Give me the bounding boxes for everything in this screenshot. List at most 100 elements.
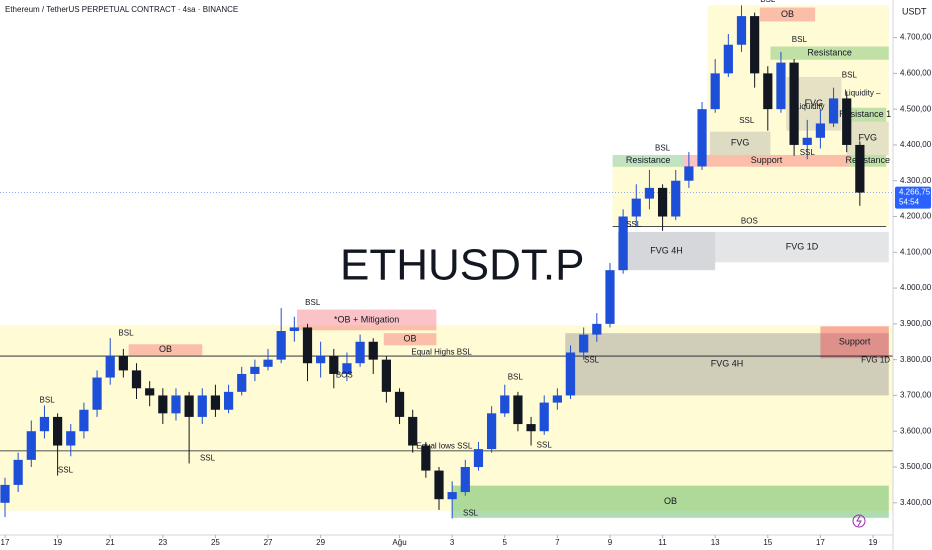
zone [128, 344, 203, 356]
zone-label: OB [781, 9, 794, 19]
zone [715, 231, 889, 263]
y-tick-label: 4.400,00 [900, 140, 932, 149]
y-tick-label: 4.700,00 [900, 33, 932, 42]
chart-title: Ethereum / TetherUS PERPETUAL CONTRACT ·… [5, 5, 238, 14]
candle-body [434, 470, 444, 500]
candle-body [158, 395, 168, 414]
zone [770, 46, 889, 60]
zone [759, 7, 816, 22]
y-tick-label: 4.500,00 [900, 104, 932, 113]
alert-icon[interactable] [852, 514, 866, 528]
countdown: 54:54 [899, 198, 920, 207]
candle-body [460, 467, 470, 493]
candle-body [513, 395, 523, 425]
annotation: BOS [336, 371, 353, 380]
candle-body [592, 323, 602, 335]
zone-label: FVG 4H [650, 245, 683, 255]
zone [452, 485, 889, 518]
annotation: SSL [463, 509, 479, 518]
zone-label: FVG 4H [711, 359, 744, 369]
zone [296, 309, 437, 331]
x-tick-label: 17 [816, 538, 825, 547]
y-tick-label: 4.200,00 [900, 212, 932, 221]
candle-body [750, 16, 760, 74]
candle-body [644, 187, 655, 199]
y-tick-label: 3.800,00 [900, 355, 932, 364]
candle-body [184, 395, 194, 417]
candle-body [815, 123, 826, 138]
candle-body [381, 359, 391, 392]
candle-body [394, 391, 405, 417]
candle-body [342, 363, 352, 374]
candle-body [66, 431, 76, 446]
zone-label: OB [664, 496, 677, 506]
candle-body [118, 356, 128, 371]
candle-body [605, 270, 615, 324]
candle-body [618, 216, 628, 271]
annotation: SSL [739, 116, 755, 125]
annotation: SSL [537, 441, 553, 450]
candle-body [276, 331, 286, 360]
candle-body [263, 359, 273, 367]
candle-body [763, 73, 773, 110]
y-tick-label: 3.500,00 [900, 462, 932, 471]
y-tick-label: 4.100,00 [900, 247, 932, 256]
candle-body [828, 98, 839, 124]
candle-body [736, 16, 747, 45]
candle-body [855, 144, 865, 193]
candle-body [0, 484, 10, 503]
annotation: BSL [760, 0, 776, 4]
candle-body [631, 198, 641, 217]
annotation: BSL [842, 71, 858, 80]
annotation: BSL [305, 298, 321, 307]
zone-label: FVG [731, 138, 750, 148]
zone-label: *OB + Mitigation [334, 314, 399, 324]
zone-label: FVG [858, 133, 877, 143]
candle-body [500, 395, 510, 414]
annotation: FVG 1D [861, 355, 890, 364]
y-tick-label: 3.700,00 [900, 391, 932, 400]
x-tick-label: 7 [555, 538, 560, 547]
candle-body [26, 431, 36, 460]
zone [383, 333, 437, 346]
y-tick-label: 4.000,00 [900, 283, 932, 292]
zone [617, 231, 716, 271]
candle-body [539, 402, 549, 432]
candle-body [789, 62, 799, 145]
candle-body [408, 416, 418, 446]
candle-body [802, 137, 812, 145]
candle-body [250, 366, 260, 374]
currency-label: USDT [902, 6, 927, 16]
zone-label: Support [839, 337, 871, 347]
candle-body [473, 449, 484, 468]
candle-body [579, 334, 589, 353]
x-tick-label: 21 [106, 538, 115, 547]
candle-body [79, 409, 89, 432]
candle-body [39, 416, 50, 432]
candle-body [487, 413, 497, 450]
candle-body [565, 352, 576, 396]
x-tick-label: 9 [608, 538, 613, 547]
x-tick-label: 13 [711, 538, 720, 547]
last-price-tag [895, 186, 931, 209]
annotation: BSL [40, 396, 56, 405]
x-tick-label: 27 [264, 538, 273, 547]
candle-body [223, 391, 234, 410]
annotation: BSL [655, 144, 671, 153]
x-tick-label: Ağu [392, 538, 406, 547]
x-tick-label: 5 [503, 538, 508, 547]
candle-body [53, 416, 63, 446]
plot-area: FVG 4H FVG 4H FVG 1D FVG FVG FVG Resistance Res… [0, 0, 893, 519]
zone [820, 326, 889, 359]
x-tick-label: 17 [1, 538, 10, 547]
zone-label: Support [751, 155, 783, 165]
watermark: ETHUSDT.P [340, 241, 584, 290]
candle-body [552, 395, 562, 403]
x-tick-label: 19 [869, 538, 878, 547]
candle-body [210, 395, 221, 410]
zone-label: Resistance 1 [839, 109, 891, 119]
candle-body [329, 356, 339, 374]
annotation: BSL [792, 35, 808, 44]
zone-label: FVG [805, 98, 824, 108]
